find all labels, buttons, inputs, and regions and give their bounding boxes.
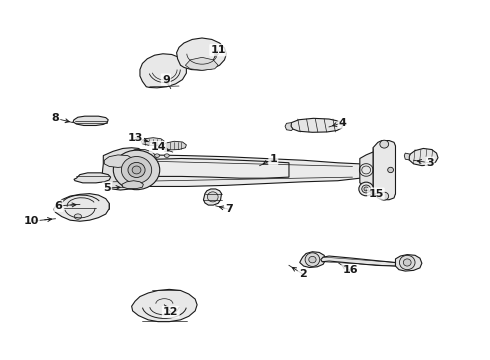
Ellipse shape [113, 150, 160, 190]
Ellipse shape [403, 259, 411, 266]
Polygon shape [125, 149, 156, 166]
Ellipse shape [155, 154, 159, 157]
Text: 10: 10 [24, 216, 39, 226]
Polygon shape [74, 173, 111, 183]
Polygon shape [409, 148, 438, 166]
Polygon shape [395, 255, 422, 271]
Text: 11: 11 [210, 45, 226, 55]
Text: 7: 7 [225, 204, 233, 215]
Text: 4: 4 [339, 118, 346, 128]
Text: 9: 9 [162, 75, 170, 85]
Text: 2: 2 [299, 269, 307, 279]
Text: 6: 6 [54, 201, 62, 211]
Ellipse shape [380, 192, 389, 200]
Text: 14: 14 [150, 142, 166, 152]
Ellipse shape [128, 162, 145, 177]
Polygon shape [104, 155, 366, 186]
Text: 16: 16 [342, 265, 358, 275]
Ellipse shape [399, 255, 415, 270]
Ellipse shape [132, 166, 141, 174]
Ellipse shape [74, 214, 81, 219]
Text: 9: 9 [162, 75, 170, 85]
Polygon shape [360, 150, 383, 190]
Text: 4: 4 [339, 118, 346, 128]
Ellipse shape [380, 140, 389, 148]
Polygon shape [145, 158, 289, 178]
Polygon shape [373, 140, 395, 200]
Polygon shape [122, 181, 144, 189]
Ellipse shape [364, 187, 368, 191]
Polygon shape [102, 148, 147, 190]
Text: 5: 5 [103, 183, 111, 193]
Polygon shape [404, 153, 410, 160]
Polygon shape [132, 289, 197, 321]
Text: 15: 15 [368, 189, 384, 199]
Polygon shape [176, 38, 226, 70]
Text: 11: 11 [210, 45, 226, 55]
Text: 12: 12 [163, 307, 178, 317]
Text: 13: 13 [127, 133, 143, 143]
Text: 16: 16 [342, 265, 358, 275]
Ellipse shape [164, 154, 169, 157]
Polygon shape [104, 155, 134, 167]
Text: 8: 8 [51, 113, 59, 123]
Polygon shape [53, 194, 109, 221]
Ellipse shape [309, 256, 316, 263]
Text: 5: 5 [103, 183, 111, 193]
Text: 2: 2 [299, 269, 307, 279]
Text: 13: 13 [127, 133, 143, 143]
Polygon shape [203, 189, 221, 205]
Polygon shape [300, 252, 326, 267]
Ellipse shape [122, 157, 152, 183]
Text: 15: 15 [368, 189, 384, 199]
Polygon shape [162, 141, 186, 150]
Polygon shape [73, 116, 108, 126]
Ellipse shape [359, 182, 373, 196]
Text: 3: 3 [426, 158, 434, 168]
Text: 1: 1 [270, 154, 277, 164]
Ellipse shape [305, 253, 320, 266]
Ellipse shape [207, 192, 218, 202]
Text: 3: 3 [426, 158, 434, 168]
Text: 7: 7 [225, 204, 233, 215]
Text: 10: 10 [24, 216, 39, 226]
Text: 1: 1 [270, 154, 277, 164]
Text: 6: 6 [54, 201, 62, 211]
Polygon shape [142, 138, 164, 145]
Ellipse shape [362, 185, 370, 193]
Text: 12: 12 [163, 307, 178, 317]
Polygon shape [140, 54, 186, 88]
Polygon shape [185, 57, 218, 70]
Polygon shape [285, 123, 293, 131]
Polygon shape [291, 118, 343, 132]
Text: 8: 8 [51, 113, 59, 123]
Text: 14: 14 [150, 142, 166, 152]
Polygon shape [321, 256, 395, 266]
Ellipse shape [388, 167, 393, 173]
